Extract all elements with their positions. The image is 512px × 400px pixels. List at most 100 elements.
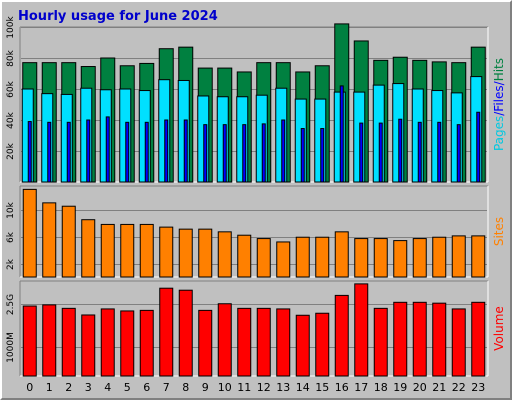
x-tick-label: 15 — [315, 381, 329, 394]
bar-sites-21 — [432, 236, 447, 278]
bar-pages-4 — [105, 116, 110, 183]
bar-volume-4 — [100, 308, 115, 377]
y-tick-label: 2.5G — [6, 294, 16, 315]
x-tick-label: 2 — [65, 381, 72, 394]
x-tick-label: 4 — [104, 381, 111, 394]
bar-volume-17 — [354, 283, 369, 377]
bar-sites-11 — [237, 234, 252, 278]
x-tick-label: 8 — [182, 381, 189, 394]
bar-sites-18 — [373, 238, 388, 278]
plot-area — [20, 281, 488, 376]
bar-sites-17 — [354, 238, 369, 278]
bar-pages-12 — [261, 123, 266, 183]
bar-sites-19 — [393, 240, 408, 278]
right-axis-label-part: / — [492, 80, 506, 85]
x-tick-label: 17 — [354, 381, 368, 394]
bar-pages-11 — [242, 124, 247, 183]
right-axis-label: Volume — [492, 306, 506, 351]
bar-pages-18 — [378, 122, 383, 183]
bar-sites-10 — [217, 231, 232, 278]
bar-pages-21 — [437, 121, 442, 183]
x-tick-label: 16 — [335, 381, 349, 394]
bar-pages-9 — [203, 124, 208, 183]
bar-pages-23 — [476, 111, 481, 183]
right-axis-label-part: Files — [492, 85, 506, 111]
bar-pages-17 — [359, 122, 364, 183]
bar-pages-15 — [320, 128, 325, 183]
bar-pages-5 — [125, 121, 130, 183]
right-axis-label: Pages/Files/Hits — [492, 58, 506, 151]
bar-sites-9 — [198, 228, 213, 278]
plot-area — [20, 186, 488, 277]
bar-pages-20 — [417, 121, 422, 183]
right-axis-label-part: / — [492, 111, 506, 116]
bar-volume-23 — [471, 301, 486, 377]
bar-pages-14 — [300, 128, 305, 183]
bar-sites-0 — [22, 188, 37, 278]
x-tick-label: 10 — [218, 381, 232, 394]
bar-volume-8 — [178, 289, 193, 377]
x-tick-label: 18 — [374, 381, 388, 394]
y-tick-label: 40k — [6, 111, 16, 128]
bar-volume-15 — [315, 312, 330, 377]
bar-pages-3 — [86, 119, 91, 183]
y-tick-label: 60k — [6, 80, 16, 97]
y-tick-label: 80k — [6, 49, 16, 66]
bar-pages-10 — [222, 124, 227, 183]
right-axis-label-part: Pages — [492, 116, 506, 151]
bar-volume-13 — [276, 308, 291, 377]
bar-volume-3 — [81, 314, 96, 377]
bar-pages-7 — [164, 119, 169, 183]
x-tick-label: 6 — [143, 381, 150, 394]
bar-volume-10 — [217, 303, 232, 377]
bar-volume-0 — [22, 305, 37, 377]
x-tick-label: 13 — [276, 381, 290, 394]
bar-volume-6 — [139, 309, 154, 377]
bar-volume-14 — [295, 314, 310, 377]
x-tick-label: 14 — [296, 381, 310, 394]
bar-sites-20 — [412, 238, 427, 278]
bar-sites-13 — [276, 241, 291, 278]
y-tick-label: 1000M — [6, 332, 16, 363]
bar-sites-4 — [100, 223, 115, 278]
x-tick-label: 0 — [26, 381, 33, 394]
y-tick-label: 20k — [6, 142, 16, 159]
right-axis-label-part: Sites — [492, 217, 506, 246]
bar-pages-0 — [27, 121, 32, 183]
x-tick-label: 19 — [393, 381, 407, 394]
x-tick-label: 22 — [452, 381, 466, 394]
bar-pages-22 — [456, 124, 461, 183]
y-tick-label: 10k — [6, 201, 16, 218]
bar-volume-7 — [159, 287, 174, 377]
bar-sites-5 — [120, 223, 135, 278]
x-tick-label: 12 — [257, 381, 271, 394]
y-tick-label: 6k — [6, 231, 16, 243]
bar-pages-16 — [339, 85, 344, 183]
x-tick-label: 9 — [202, 381, 209, 394]
bar-sites-1 — [42, 202, 57, 278]
bar-volume-9 — [198, 309, 213, 377]
bar-pages-6 — [144, 121, 149, 183]
bar-volume-11 — [237, 307, 252, 377]
chart-title: Hourly usage for June 2024 — [18, 9, 218, 24]
bar-sites-23 — [471, 235, 486, 278]
y-tick-label: 2k — [6, 258, 16, 270]
bar-volume-16 — [334, 294, 349, 377]
x-tick-label: 23 — [471, 381, 485, 394]
bar-sites-16 — [334, 231, 349, 278]
bar-sites-8 — [178, 228, 193, 278]
y-tick-label: 100k — [6, 16, 16, 39]
bar-sites-22 — [451, 235, 466, 278]
bar-sites-7 — [159, 226, 174, 278]
bar-volume-1 — [42, 304, 57, 377]
bar-volume-18 — [373, 307, 388, 377]
right-axis-label: Sites — [492, 217, 506, 246]
bar-sites-12 — [256, 238, 271, 278]
bar-sites-3 — [81, 219, 96, 278]
right-axis-label-part: Volume — [492, 306, 506, 351]
bar-sites-6 — [139, 223, 154, 278]
bar-pages-13 — [281, 119, 286, 183]
bar-volume-19 — [393, 301, 408, 377]
bar-volume-21 — [432, 302, 447, 377]
